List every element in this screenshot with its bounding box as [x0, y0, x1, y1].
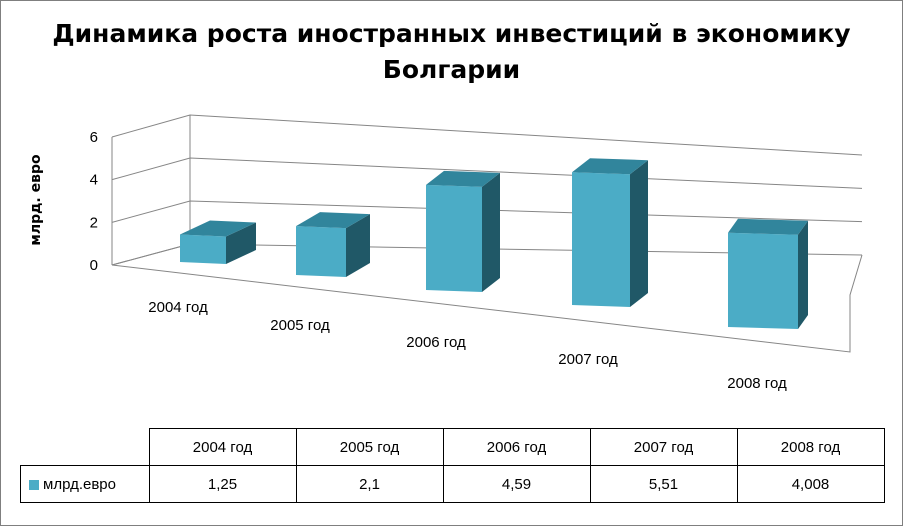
data-table-series-row: млрд.евро 1,25 2,1 4,59 5,51 4,008: [20, 465, 885, 503]
chart-title-line-2: Болгарии: [382, 55, 521, 84]
y-tick-label: 0: [90, 257, 98, 274]
data-table-header: 2007 год: [589, 428, 738, 466]
category-label: 2007 год: [558, 351, 618, 368]
data-table-value: 1,25: [148, 465, 297, 503]
category-label: 2006 год: [406, 334, 466, 351]
bar-front: [180, 234, 226, 264]
legend-series-cell: млрд.евро: [20, 465, 150, 503]
bar: [572, 158, 648, 307]
bar-side: [226, 222, 256, 264]
y-tick-label: 4: [90, 172, 98, 189]
data-table-header: 2006 год: [442, 428, 591, 466]
data-table-value: 2,1: [295, 465, 444, 503]
data-table-header-row: 2004 год 2005 год 2006 год 2007 год 2008…: [21, 428, 885, 466]
data-table-header: 2004 год: [148, 428, 297, 466]
bar-side: [346, 214, 370, 277]
data-table-value: 5,51: [589, 465, 738, 503]
bar-top: [728, 218, 808, 235]
data-table-corner: [21, 429, 150, 466]
category-label: 2005 год: [270, 317, 330, 334]
y-tick-label: 6: [90, 129, 98, 146]
bar-side: [630, 160, 648, 307]
category-labels: 2004 год 2005 год 2006 год 2007 год 2008 год: [148, 299, 787, 392]
bar-side: [482, 172, 500, 292]
bar-front: [728, 232, 798, 329]
floor-edge: [111, 254, 863, 353]
bar: [296, 212, 370, 277]
bar-front: [296, 226, 346, 277]
y-tick-label: 2: [90, 214, 98, 231]
bars: [180, 158, 808, 329]
legend-swatch-icon: [29, 479, 39, 490]
y-tick-labels: 0 2 4 6: [90, 129, 98, 274]
data-table-header: 2005 год: [295, 428, 444, 466]
bar-top: [426, 170, 500, 187]
bar: [426, 170, 500, 292]
bar-side: [798, 220, 808, 329]
bar: [180, 220, 256, 264]
chart-title: Динамика роста иностранных инвестиций в …: [0, 16, 903, 88]
data-table: 2004 год 2005 год 2006 год 2007 год 2008…: [20, 428, 885, 503]
chart-title-line-1: Динамика роста иностранных инвестиций в …: [52, 19, 851, 48]
data-table-value: 4,008: [736, 465, 885, 503]
bar-top: [572, 158, 648, 175]
data-table-header: 2008 год: [736, 428, 885, 466]
bar-front: [426, 184, 482, 292]
gridline: [111, 114, 863, 156]
data-table-value: 4,59: [442, 465, 591, 503]
legend-series-name: млрд.евро: [43, 475, 116, 493]
bar-top: [296, 212, 370, 229]
bar-front: [572, 172, 630, 307]
category-label: 2004 год: [148, 299, 208, 316]
bar-top: [180, 220, 256, 237]
bar: [728, 218, 808, 329]
category-label: 2008 год: [727, 375, 787, 392]
